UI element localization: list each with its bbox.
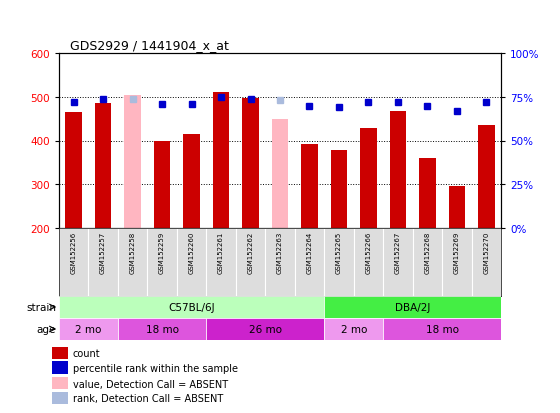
- Text: GSM152265: GSM152265: [336, 231, 342, 273]
- Bar: [413, 228, 442, 296]
- Bar: [95, 104, 111, 228]
- Bar: [213, 93, 229, 228]
- Text: 2 mo: 2 mo: [75, 324, 101, 334]
- Bar: [331, 151, 347, 228]
- Bar: [184, 135, 199, 228]
- Text: DBA/2J: DBA/2J: [395, 302, 431, 312]
- Bar: [52, 377, 68, 389]
- Text: GSM152259: GSM152259: [159, 231, 165, 273]
- Bar: [154, 141, 170, 228]
- Bar: [206, 318, 324, 340]
- Bar: [52, 347, 68, 359]
- Bar: [324, 228, 354, 296]
- Bar: [242, 99, 259, 228]
- Text: GSM152270: GSM152270: [483, 231, 489, 273]
- Bar: [177, 228, 206, 296]
- Bar: [236, 228, 265, 296]
- Text: 2 mo: 2 mo: [340, 324, 367, 334]
- Bar: [66, 113, 82, 228]
- Bar: [478, 126, 494, 228]
- Text: GSM152257: GSM152257: [100, 231, 106, 273]
- Bar: [449, 186, 465, 228]
- Bar: [419, 159, 436, 228]
- Bar: [442, 228, 472, 296]
- Text: GSM152268: GSM152268: [424, 231, 431, 273]
- Bar: [118, 318, 206, 340]
- Bar: [324, 296, 501, 318]
- Text: GSM152263: GSM152263: [277, 231, 283, 273]
- Text: 26 mo: 26 mo: [249, 324, 282, 334]
- Bar: [354, 228, 383, 296]
- Text: GSM152261: GSM152261: [218, 231, 224, 273]
- Text: value, Detection Call = ABSENT: value, Detection Call = ABSENT: [73, 379, 228, 389]
- Text: GSM152262: GSM152262: [248, 231, 254, 273]
- Text: 18 mo: 18 mo: [146, 324, 179, 334]
- Bar: [295, 228, 324, 296]
- Bar: [206, 228, 236, 296]
- Text: GSM152260: GSM152260: [189, 231, 194, 273]
- Bar: [59, 296, 324, 318]
- Bar: [472, 228, 501, 296]
- Bar: [59, 228, 88, 296]
- Text: GSM152266: GSM152266: [366, 231, 371, 273]
- Text: GSM152267: GSM152267: [395, 231, 401, 273]
- Bar: [301, 145, 318, 228]
- Bar: [383, 228, 413, 296]
- Text: GSM152269: GSM152269: [454, 231, 460, 273]
- Text: count: count: [73, 348, 100, 358]
- Text: percentile rank within the sample: percentile rank within the sample: [73, 363, 237, 373]
- Bar: [59, 318, 118, 340]
- Text: strain: strain: [26, 302, 56, 312]
- Bar: [383, 318, 501, 340]
- Bar: [272, 120, 288, 228]
- Text: GSM152258: GSM152258: [129, 231, 136, 273]
- Bar: [324, 318, 383, 340]
- Bar: [147, 228, 177, 296]
- Text: C57BL/6J: C57BL/6J: [168, 302, 215, 312]
- Bar: [52, 361, 68, 374]
- Text: 18 mo: 18 mo: [426, 324, 459, 334]
- Bar: [361, 129, 376, 228]
- Text: age: age: [36, 324, 56, 334]
- Text: GSM152264: GSM152264: [306, 231, 312, 273]
- Text: GSM152256: GSM152256: [71, 231, 77, 273]
- Text: GDS2929 / 1441904_x_at: GDS2929 / 1441904_x_at: [70, 39, 229, 52]
- Bar: [265, 228, 295, 296]
- Bar: [390, 112, 406, 228]
- Bar: [52, 392, 68, 404]
- Text: rank, Detection Call = ABSENT: rank, Detection Call = ABSENT: [73, 394, 223, 404]
- Bar: [124, 95, 141, 228]
- Bar: [88, 228, 118, 296]
- Bar: [118, 228, 147, 296]
